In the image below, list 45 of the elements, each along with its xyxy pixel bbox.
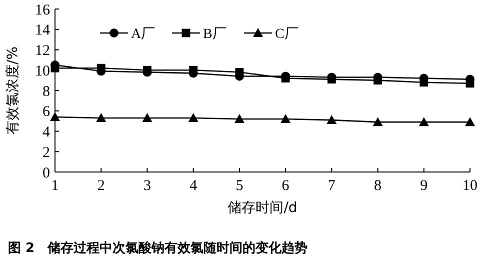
point (50, 64, 60, 72)
point (188, 113, 198, 122)
y-tick-label: 6 (42, 104, 50, 120)
point (466, 79, 474, 88)
point (96, 64, 106, 72)
x-tick-label: 3 (143, 178, 151, 194)
x-tick-label: 7 (328, 178, 336, 194)
y-tick-label: 16 (35, 2, 50, 18)
point (50, 112, 60, 121)
point (142, 113, 152, 122)
x-tick-label: 1 (51, 178, 59, 194)
y-tick-label: 14 (35, 22, 50, 39)
legend-label: C厂 (275, 26, 298, 42)
point (281, 74, 290, 82)
point (420, 78, 428, 87)
x-tick-label: 8 (374, 178, 382, 194)
point (374, 76, 382, 85)
legend-label: A厂 (131, 26, 156, 42)
point (465, 117, 475, 126)
y-axis-title: 有效氯浓度/% (5, 46, 21, 135)
x-tick-label: 6 (282, 178, 290, 194)
point (143, 66, 152, 74)
x-tick-label: 10 (462, 178, 478, 194)
x-tick-label: 2 (97, 178, 105, 194)
y-tick-label: 0 (42, 165, 50, 182)
point (418, 117, 429, 126)
x-tick-label: 9 (420, 178, 428, 194)
y-tick-label: 8 (42, 84, 50, 100)
point (235, 68, 244, 76)
y-tick-label: 2 (42, 144, 50, 161)
x-tick-label: 4 (190, 178, 198, 194)
point (280, 114, 291, 124)
y-tick-label: 12 (35, 43, 50, 59)
y-tick-label: 10 (35, 63, 50, 80)
point (326, 115, 337, 124)
point (234, 114, 244, 124)
point (189, 66, 198, 74)
y-tick-label: 4 (42, 124, 50, 140)
point (96, 113, 106, 122)
x-axis-title: 储存时间/d (228, 200, 298, 216)
x-tick-label: 5 (236, 178, 244, 194)
point (372, 117, 383, 126)
legend-label: B厂 (203, 26, 226, 42)
caption: 图 2 储存过程中次氯酸钠有效氯随时间的变化趋势 (8, 240, 308, 256)
point (327, 75, 336, 84)
